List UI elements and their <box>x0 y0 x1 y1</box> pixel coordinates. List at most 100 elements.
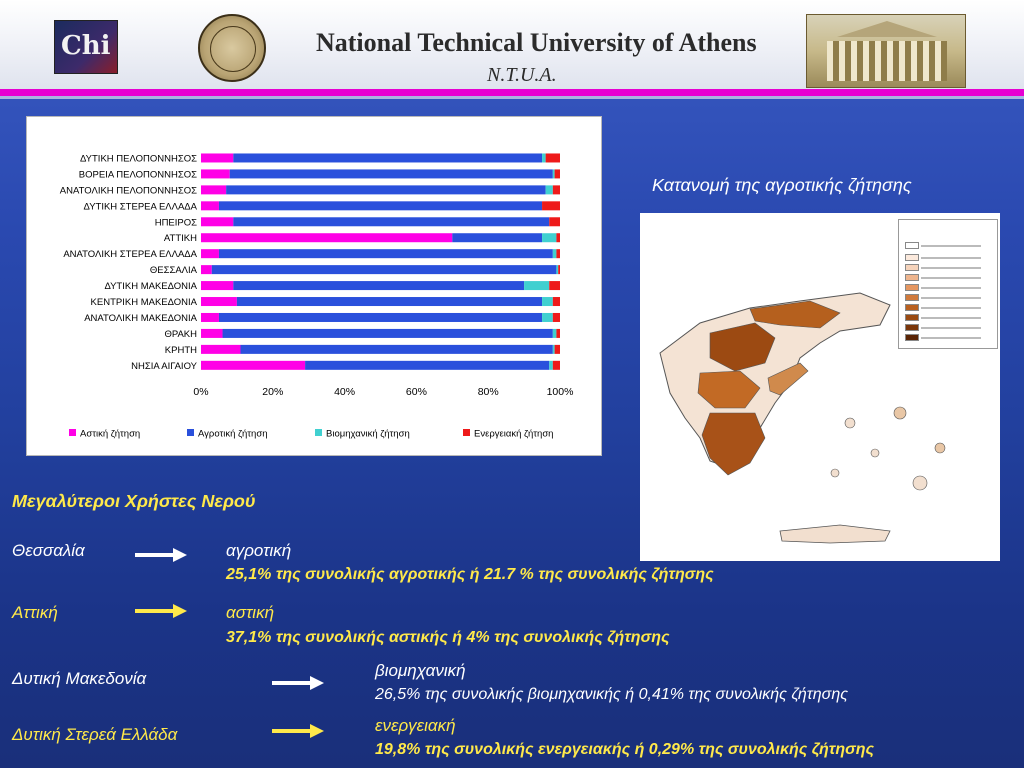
legend-swatch <box>187 429 194 436</box>
bar-segment <box>201 217 234 227</box>
bar-segment <box>542 297 553 307</box>
peloponnese-region <box>701 412 766 476</box>
bar-segment <box>229 169 553 179</box>
legend-label: Βιομηχανική ζήτηση <box>326 429 410 440</box>
greece-agri-demand-map <box>640 213 1000 561</box>
bar-segment <box>201 265 212 275</box>
bar-segment <box>236 297 543 307</box>
map-legend <box>898 219 998 349</box>
x-tick-label: 80% <box>478 386 499 398</box>
bar-segment <box>218 201 543 211</box>
bar-segment <box>552 344 555 354</box>
bar-segment <box>233 281 525 291</box>
bar-segment <box>201 328 223 338</box>
bar-segment <box>201 169 230 179</box>
bar-segment <box>552 249 557 259</box>
category-label: ΚΡΗΤΗ <box>165 345 197 356</box>
bar-segment <box>552 360 560 370</box>
category-label: ΑΝΑΤΟΛΙΚΗ ΣΤΕΡΕΑ ΕΛΛΑΔΑ <box>63 249 197 260</box>
bar-segment <box>201 201 219 211</box>
legend-swatch <box>315 429 322 436</box>
bar-segment <box>552 297 560 307</box>
category-label: ΑΤΤΙΚΗ <box>164 233 197 244</box>
aegean-island <box>893 406 907 420</box>
bar-segment <box>552 169 555 179</box>
macedonia-region <box>749 300 841 329</box>
category-label: ΑΝΑΤΟΛΙΚΗ ΠΕΛΟΠΟΝΝΗΣΟΣ <box>60 185 197 196</box>
bar-segment <box>218 249 553 259</box>
university-building-image <box>806 14 966 88</box>
detail-agricultural: 25,1% της συνολικής αγροτικής ή 21.7 % τ… <box>226 566 714 583</box>
bar-segment <box>542 233 557 243</box>
bar-segment <box>201 249 219 259</box>
map-title: Κατανομή της αγροτικής ζήτησης <box>652 175 912 195</box>
legend-swatch <box>69 429 76 436</box>
category-label: ΗΠΕΙΡΟΣ <box>155 217 197 228</box>
bar-segment <box>545 185 553 195</box>
ntua-seal-logo <box>198 14 266 82</box>
chi-logo-text: Chi <box>61 31 111 61</box>
demand-stacked-bar-chart: ΔΥΤΙΚΗ ΠΕΛΟΠΟΝΝΗΣΟΣ ΒΟΡΕΙΑ ΠΕΛΟΠΟΝΝΗΣΟΣ ΑΝ… <box>60 153 574 440</box>
bar-segment <box>558 265 560 275</box>
arrow-right-icon <box>135 604 187 618</box>
aegean-island <box>844 417 856 429</box>
bar-segment <box>201 312 219 322</box>
x-tick-label: 40% <box>334 386 355 398</box>
largest-users-heading: Μεγαλύτεροι Χρήστες Νερού <box>12 491 256 511</box>
aegean-island <box>830 468 840 478</box>
bar-segment <box>554 344 560 354</box>
category-label: ΒΟΡΕΙΑ ΠΕΛΟΠΟΝΝΗΣΟΣ <box>79 169 197 180</box>
category-label: ΝΗΣΙΑ ΑΙΓΑΙΟΥ <box>131 361 198 372</box>
bar-segment <box>201 153 234 163</box>
arrow-right-icon <box>272 676 324 690</box>
central-greece-region <box>697 370 761 409</box>
header-divider <box>0 89 1024 96</box>
legend-label: Ενεργειακή ζήτηση <box>474 429 553 440</box>
x-tick-label: 100% <box>547 386 574 398</box>
bar-segment <box>542 201 560 211</box>
bar-segment <box>552 328 557 338</box>
bar-segment <box>201 297 237 307</box>
university-abbreviation: N.T.U.A. <box>487 64 557 86</box>
x-tick-label: 20% <box>262 386 283 398</box>
bar-segment <box>201 344 241 354</box>
category-label: ΚΕΝΤΡΙΚΗ ΜΑΚΕΔΟΝΙΑ <box>91 297 198 308</box>
detail-industrial: 26,5% της συνολικής βιομηχανικής ή 0,41%… <box>375 686 848 703</box>
region-west-central-greece: Δυτική Στερεά Ελλάδα <box>12 725 178 744</box>
region-thessaly: Θεσσαλία <box>12 541 85 560</box>
bar-segment <box>545 153 560 163</box>
region-west-macedonia: Δυτική Μακεδονία <box>12 669 147 688</box>
aegean-island <box>912 475 928 491</box>
bar-segment <box>556 265 559 275</box>
bar-segment <box>552 312 560 322</box>
x-tick-label: 0% <box>193 386 208 398</box>
bar-segment <box>240 344 553 354</box>
bar-segment <box>201 185 227 195</box>
bar-segment <box>201 233 453 243</box>
category-label: ΑΝΑΤΟΛΙΚΗ ΜΑΚΕΔΟΝΙΑ <box>84 313 197 324</box>
bar-segment <box>305 360 550 370</box>
chi-logo: Chi <box>54 20 118 74</box>
category-label: ΘΡΑΚΗ <box>164 329 197 340</box>
bar-segment <box>556 233 560 243</box>
greece-map-graphic <box>659 292 946 544</box>
bar-segment <box>542 153 546 163</box>
bar-segment <box>226 185 546 195</box>
legend-swatch <box>463 429 470 436</box>
bar-segment <box>222 328 553 338</box>
x-tick-label: 60% <box>406 386 427 398</box>
use-agricultural: αγροτική <box>226 541 292 560</box>
bar-segment <box>233 217 550 227</box>
aegean-island <box>870 448 880 458</box>
bar-segment <box>554 169 560 179</box>
bar-segment <box>201 281 234 291</box>
category-label: ΔΥΤΙΚΗ ΣΤΕΡΕΑ ΕΛΛΑΔΑ <box>84 201 198 212</box>
detail-urban: 37,1% της συνολικής αστικής ή 4% της συν… <box>226 629 670 646</box>
evia-shape <box>767 362 809 396</box>
use-industrial: βιομηχανική <box>375 661 466 680</box>
crete-shape <box>779 524 891 544</box>
bar-segment <box>452 233 543 243</box>
bar-segment <box>552 185 560 195</box>
bar-segment <box>549 217 560 227</box>
category-label: ΔΥΤΙΚΗ ΜΑΚΕΔΟΝΙΑ <box>104 281 197 292</box>
